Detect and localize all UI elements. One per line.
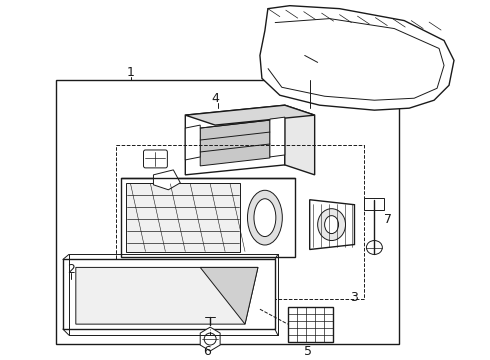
Polygon shape: [270, 117, 285, 157]
Ellipse shape: [247, 190, 282, 245]
Polygon shape: [200, 267, 258, 324]
Text: 4: 4: [211, 92, 219, 105]
Text: 2: 2: [67, 263, 75, 276]
Bar: [288, 307, 333, 342]
Polygon shape: [285, 105, 315, 175]
Polygon shape: [121, 178, 295, 257]
Bar: [56, 80, 399, 344]
Polygon shape: [310, 200, 354, 249]
Polygon shape: [63, 260, 275, 329]
Polygon shape: [260, 6, 454, 110]
Ellipse shape: [204, 333, 216, 345]
FancyBboxPatch shape: [144, 150, 168, 168]
Text: 7: 7: [384, 213, 392, 226]
Text: 6: 6: [203, 345, 211, 357]
Polygon shape: [76, 267, 258, 324]
Ellipse shape: [324, 216, 339, 234]
Polygon shape: [185, 125, 200, 160]
Polygon shape: [200, 327, 220, 351]
Ellipse shape: [254, 199, 276, 237]
Polygon shape: [153, 170, 180, 190]
Polygon shape: [200, 120, 270, 166]
Ellipse shape: [318, 209, 345, 240]
Polygon shape: [185, 105, 285, 175]
Text: 5: 5: [304, 345, 312, 357]
Bar: [365, 198, 384, 210]
Polygon shape: [185, 105, 315, 125]
Text: 1: 1: [126, 66, 134, 79]
Text: 3: 3: [350, 291, 358, 304]
Ellipse shape: [367, 240, 382, 255]
Polygon shape: [125, 183, 240, 252]
